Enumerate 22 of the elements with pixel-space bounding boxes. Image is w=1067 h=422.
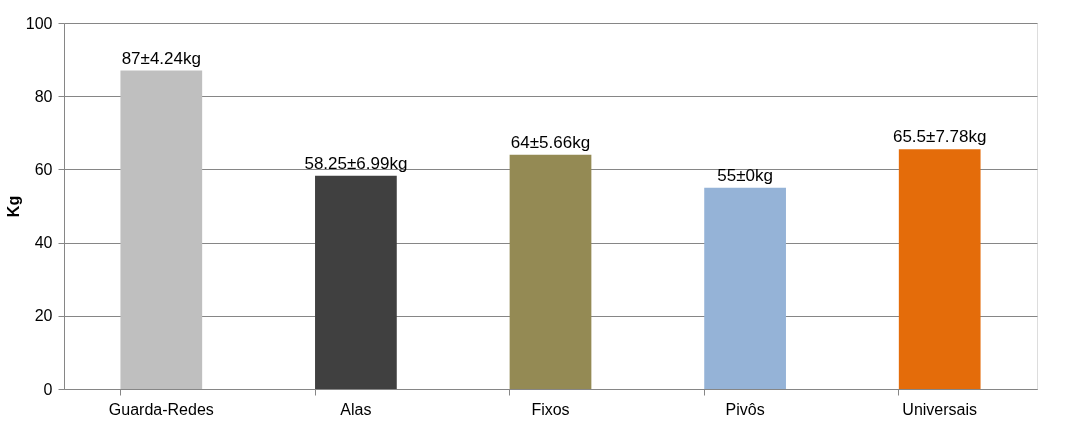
data-label: 65.5±7.78kg [892, 127, 987, 147]
data-label: 55±0kg [717, 165, 773, 185]
y-axis-title: Kg [4, 195, 22, 218]
x-tick-label: Alas [340, 400, 372, 418]
x-tick-label: Universais [902, 400, 978, 418]
y-tick-label: 80 [34, 87, 53, 105]
bar [898, 149, 981, 389]
x-tick-label: Fixos [531, 400, 570, 418]
bar [509, 154, 592, 389]
data-label: 58.25±6.99kg [304, 153, 408, 173]
y-tick-label: 100 [25, 14, 53, 32]
y-tick-label: 20 [34, 307, 53, 325]
y-tick-label: 40 [34, 234, 53, 252]
x-tick-label: Guarda-Redes [108, 400, 214, 418]
data-label: 87±4.24kg [121, 48, 201, 68]
y-tick-label: 0 [43, 380, 53, 398]
bar [315, 175, 397, 389]
x-tick-label: Pivôs [725, 400, 765, 418]
data-label: 64±5.66kg [510, 132, 591, 152]
y-tick-label: 60 [34, 160, 53, 178]
bar [704, 187, 786, 389]
bar [120, 70, 203, 389]
